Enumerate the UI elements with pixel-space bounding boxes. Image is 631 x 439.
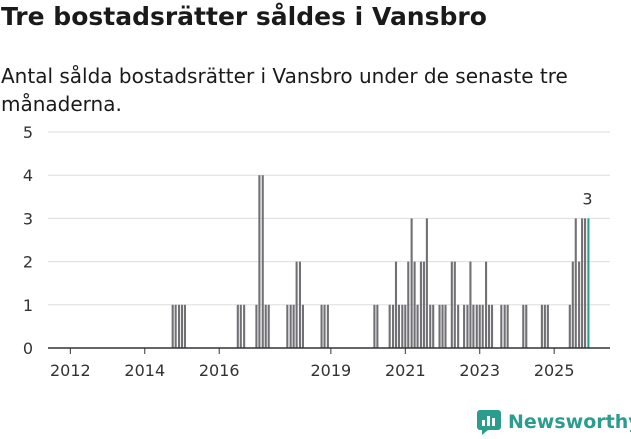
bar [487,304,491,348]
bar [292,304,295,348]
newsworthy-logo-text: Newsworthy [508,411,631,433]
x-tick-label: 2016 [199,361,240,380]
x-tick-label: 2012 [50,361,91,380]
bar [490,304,494,348]
x-tick-label: 2014 [124,361,165,380]
bar [506,304,509,348]
x-tick-label: 2023 [459,361,500,380]
bar [574,218,577,348]
bar [174,304,177,348]
bar [373,304,376,348]
bar [419,261,422,348]
y-tick-label: 0 [23,339,33,358]
x-tick-label: 2025 [534,361,575,380]
bar [239,304,242,348]
bar [441,304,444,348]
y-tick-label: 5 [23,123,33,142]
bar [478,304,481,348]
bar [581,218,584,348]
bar [404,304,407,348]
newsworthy-logo-icon [477,410,501,435]
bar [450,261,453,348]
bar [301,304,304,348]
bar [261,175,264,348]
bar [578,261,581,348]
bar [320,304,323,348]
y-tick-label: 4 [23,166,33,185]
bar [469,261,472,348]
bar [438,304,441,348]
bar [475,304,478,348]
y-tick-label: 2 [23,253,33,272]
bar [289,304,292,348]
bar [429,304,432,348]
bar [258,175,261,348]
bar [568,304,571,348]
bar [388,304,391,348]
bar [298,261,302,348]
bar [410,218,413,348]
bar [444,304,447,348]
bar [457,304,460,348]
bar [584,218,587,348]
y-tick-label: 1 [23,296,33,315]
bar [463,304,466,348]
bar [267,304,270,348]
bar [397,304,401,348]
bar [453,261,456,348]
x-tick-label: 2021 [385,361,426,380]
bar [472,304,475,348]
bar [500,304,503,348]
bar [481,304,484,348]
newsworthy-logo: Newsworthy [476,409,631,435]
bar [407,261,410,348]
bar [466,304,469,348]
bar [422,261,425,348]
bar [171,304,174,348]
bar [394,261,398,348]
bar [177,304,181,348]
bar [416,304,419,348]
bar [255,304,258,348]
bar [264,304,267,348]
chart-title: Tre bostadsrätter såldes i Vansbro [1,2,487,31]
bar [326,304,329,348]
bar [183,304,187,348]
y-tick-label: 3 [23,209,33,228]
bar [295,261,298,348]
bar [391,304,395,348]
bar [503,304,506,348]
bar [376,304,379,348]
bar [243,304,246,348]
bar [485,261,488,348]
chart-subtitle: Antal sålda bostadsrätter i Vansbro unde… [1,64,568,116]
bar [401,304,404,348]
bar [571,261,574,348]
bar [543,304,546,348]
bar [323,304,326,348]
bar-chart: 0 1 2 3 4 5 2012 2014 2016 2019 2021 2023 2025 3 [23,123,610,380]
bar [546,304,549,348]
bar [522,304,525,348]
bar [180,304,184,348]
x-tick-label: 2019 [311,361,352,380]
bar [432,304,435,348]
data-label: 3 [582,189,592,208]
bar [236,304,239,348]
bar [525,304,528,348]
bar [425,218,428,348]
bar [540,304,543,348]
bar [286,304,289,348]
bar-latest [587,218,590,348]
bar [413,261,416,348]
